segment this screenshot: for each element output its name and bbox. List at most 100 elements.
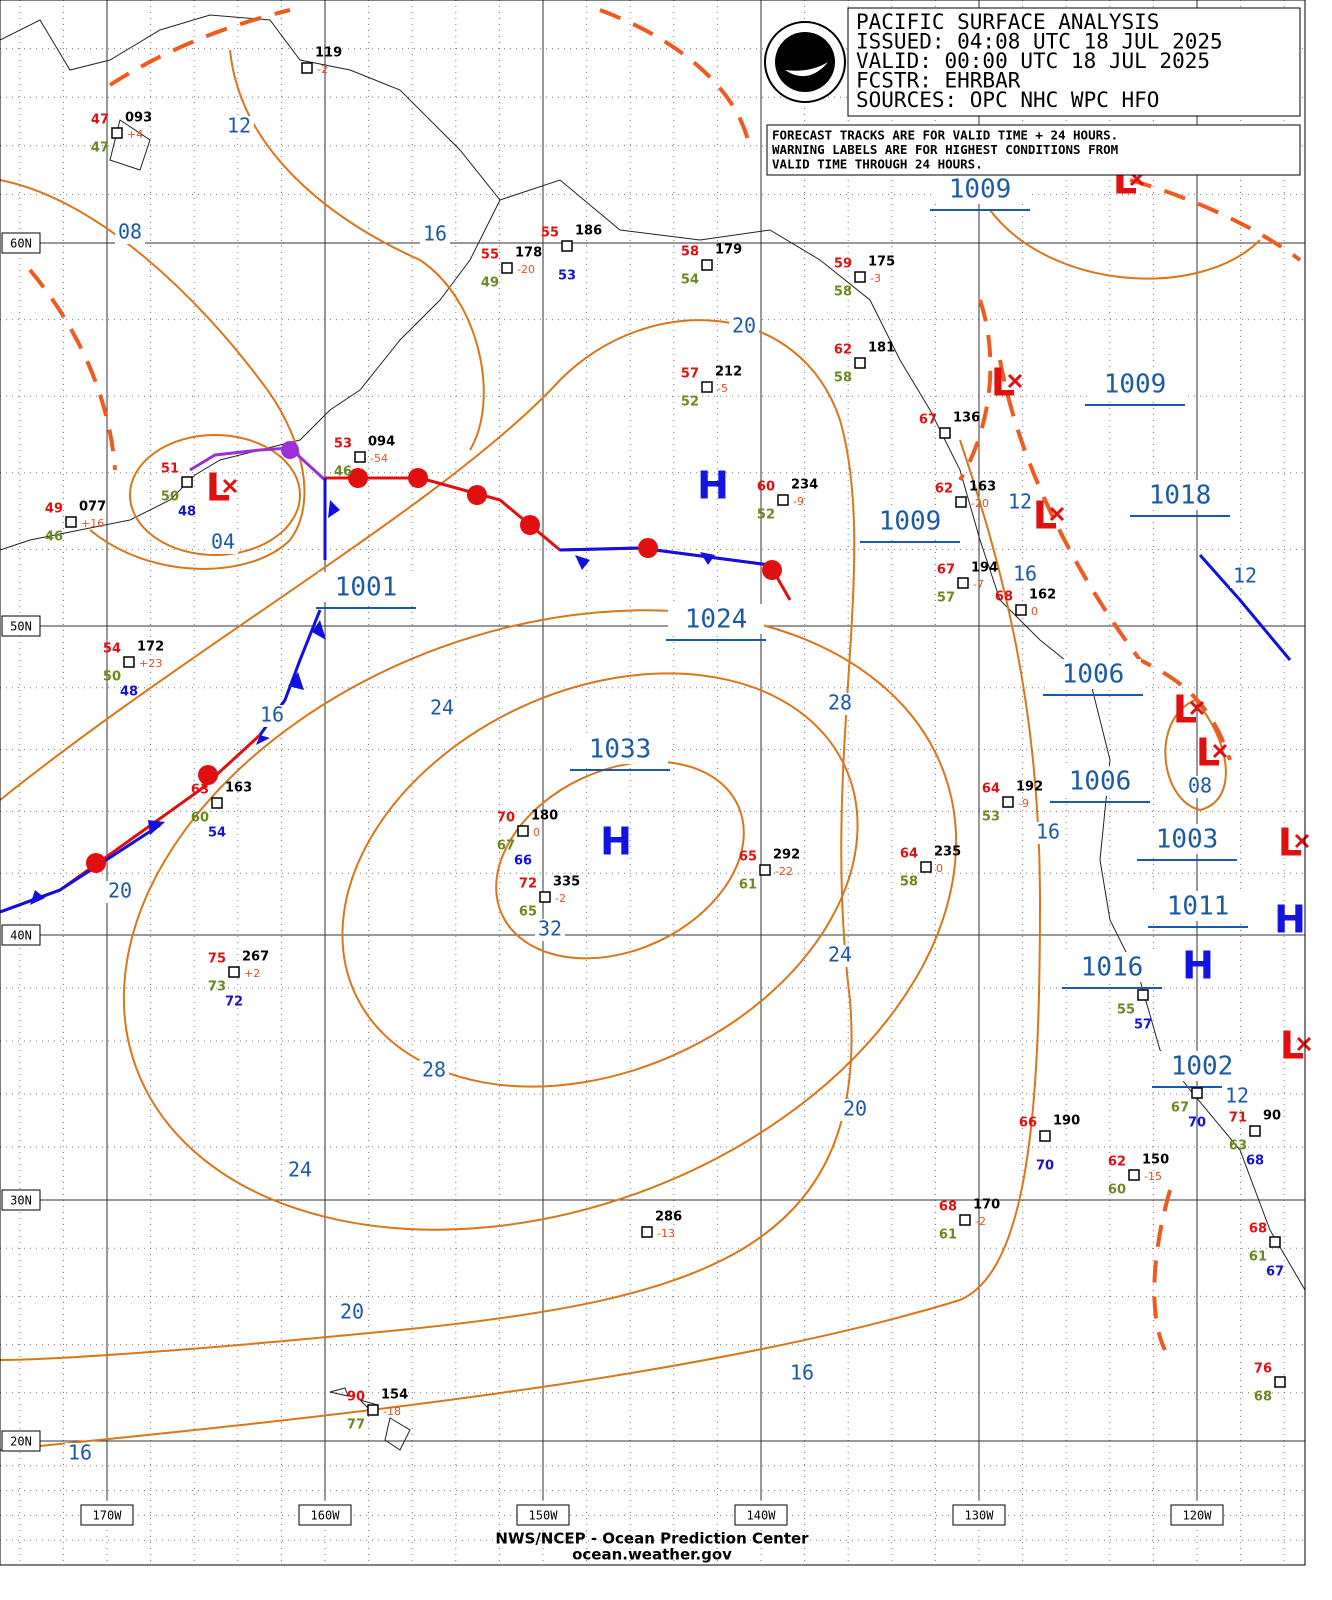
station-pressure: 192 <box>1016 780 1043 795</box>
station-tendency: -18 <box>383 1405 401 1418</box>
station-symbol <box>517 825 529 837</box>
station-symbol <box>854 357 866 369</box>
station-dewpoint: 61 <box>1249 1250 1267 1265</box>
station-dewpoint: 61 <box>939 1228 957 1243</box>
station-tendency: 0 <box>533 826 540 839</box>
station-temperature: 65 <box>739 850 757 865</box>
pressure-label: 1016 <box>1081 953 1144 983</box>
isobar-label-bg <box>1230 566 1260 588</box>
station-temperature: 64 <box>900 847 918 862</box>
station-symbol <box>111 127 123 139</box>
lat-label: 40N <box>10 929 32 943</box>
station-temperature: 71 <box>1229 1111 1247 1126</box>
isobar-label: 16 <box>1013 562 1037 586</box>
isobar-label: 20 <box>108 879 132 903</box>
station-symbol <box>701 259 713 271</box>
low-marker <box>1296 1036 1312 1052</box>
station-symbol <box>1274 1376 1286 1388</box>
isobar-label-bg <box>1005 492 1035 514</box>
station-dewpoint: 54 <box>681 273 699 288</box>
isobar-label: 20 <box>732 314 756 338</box>
station-sst: 70 <box>1188 1116 1206 1131</box>
station-dewpoint: 50 <box>161 490 179 505</box>
station-tendency: +23 <box>139 657 162 670</box>
isobar-label: 24 <box>828 943 852 967</box>
station-pressure: 90 <box>1263 1109 1281 1124</box>
low-center: L <box>991 361 1015 405</box>
station-pressure: 286 <box>655 1210 682 1225</box>
low-marker <box>1212 743 1228 759</box>
pressure-label: 1001 <box>335 573 398 603</box>
station-temperature: 62 <box>1108 1155 1126 1170</box>
station-dewpoint: 55 <box>1117 1003 1135 1018</box>
station-sst: 53 <box>558 269 576 284</box>
high-center: H <box>697 464 729 508</box>
station-dewpoint: 68 <box>1254 1390 1272 1405</box>
lon-label-box <box>952 1504 1006 1526</box>
station-temperature: 64 <box>982 782 1000 797</box>
isobar-label-bg <box>115 222 145 244</box>
noaa-logo-bird <box>785 62 828 77</box>
isobar-label: 24 <box>430 696 454 720</box>
lat-label-box <box>1 924 41 946</box>
isobar-label: 12 <box>1008 490 1032 514</box>
station-temperature: 72 <box>519 877 537 892</box>
pressure-label: 1002 <box>1171 1052 1234 1082</box>
station-temperature: 58 <box>681 245 699 260</box>
isobar-label: 08 <box>118 220 142 244</box>
high-center: H <box>1182 944 1214 988</box>
station-tendency: -9 <box>1018 797 1029 810</box>
isobar-label: 08 <box>1188 774 1212 798</box>
isobar-label-bg <box>1185 776 1215 798</box>
isobar-label-bg <box>840 1099 870 1121</box>
station-temperature: 68 <box>1249 1222 1267 1237</box>
notice-line: FORECAST TRACKS ARE FOR VALID TIME + 24 … <box>772 128 1118 143</box>
station-symbol <box>1002 796 1014 808</box>
station-pressure: 170 <box>973 1198 1000 1213</box>
station-temperature: 62 <box>935 482 953 497</box>
lon-label: 130W <box>965 1509 995 1523</box>
high-center: H <box>1274 898 1306 942</box>
isobar-label: 24 <box>288 1158 312 1182</box>
pressure-label-bg <box>318 572 414 602</box>
station-dewpoint: 67 <box>497 839 515 854</box>
lat-label-box <box>1 1430 41 1452</box>
high-center: H <box>600 820 632 864</box>
isobar-label: 04 <box>211 530 235 554</box>
station-dewpoint: 50 <box>103 670 121 685</box>
header-line: VALID: 00:00 UTC 18 JUL 2025 <box>856 49 1210 73</box>
station-sst: 70 <box>1036 1159 1054 1174</box>
pressure-label-bg <box>1045 659 1141 689</box>
station-pressure: 235 <box>934 845 961 860</box>
station-temperature: 55 <box>541 226 559 241</box>
map-labels: 170W 160W 150W 140W 130W 120W 60N 50N 40N 30N 20N 1… <box>1 114 1312 1526</box>
station-temperature: 62 <box>834 343 852 358</box>
low-center: L <box>1173 688 1197 732</box>
station-tendency: -13 <box>657 1227 675 1240</box>
station-symbol <box>701 381 713 393</box>
station-temperature: 63 <box>191 783 209 798</box>
station-pressure: 234 <box>791 478 818 493</box>
station-pressure: 093 <box>125 111 152 126</box>
station-symbol <box>228 966 240 978</box>
pressure-label-bg <box>668 604 764 634</box>
lon-label-box <box>734 1504 788 1526</box>
station-pressure: 190 <box>1053 1114 1080 1129</box>
station-tendency: -3 <box>870 272 881 285</box>
pressure-label-bg <box>1087 369 1183 399</box>
station-pressure: 094 <box>368 435 395 450</box>
isobar-label-bg <box>729 316 759 338</box>
station-temperature: 75 <box>208 952 226 967</box>
isobar-label-bg <box>419 1060 449 1082</box>
station-dewpoint: 58 <box>834 371 852 386</box>
pressure-label-bg <box>862 506 958 536</box>
header-box <box>847 7 1301 117</box>
pressure-label: 1006 <box>1062 660 1125 690</box>
lon-label: 140W <box>747 1509 777 1523</box>
station-tendency: -20 <box>971 497 989 510</box>
station-symbol <box>123 656 135 668</box>
station-temperature: 68 <box>939 1200 957 1215</box>
lon-label-box <box>298 1504 352 1526</box>
low-center: L <box>1278 821 1302 865</box>
